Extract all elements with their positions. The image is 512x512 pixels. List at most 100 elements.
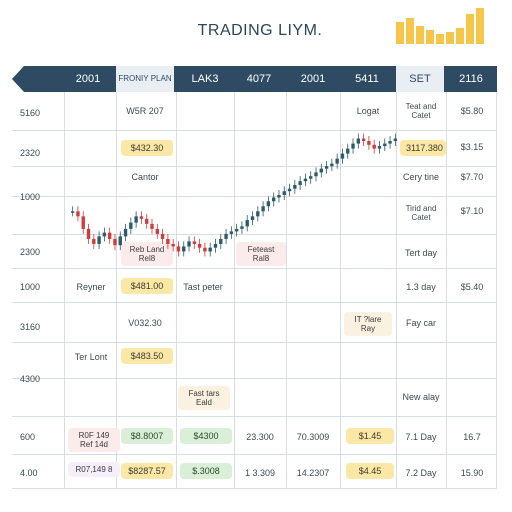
candle-body (139, 216, 144, 219)
tag-badge[interactable]: R07,149 8 (68, 462, 120, 477)
table-cell: 14.2307 (296, 468, 330, 478)
table-cell: Cantor (131, 172, 159, 182)
header-col-3[interactable]: LAK3 (191, 73, 219, 85)
price-badge[interactable]: $4300 (180, 428, 232, 444)
tag-badge[interactable]: Fast tars Eald (178, 386, 230, 410)
candle-body (324, 166, 329, 169)
candle-body (229, 231, 234, 234)
table-cell: $7.10 (460, 206, 484, 216)
candle-body (266, 201, 271, 207)
table-cell: Reyner (76, 282, 106, 292)
candle-body (250, 216, 255, 221)
candle-body (282, 191, 286, 195)
candle-body (346, 148, 350, 154)
tag-badge[interactable]: Reb Land Rel8 (121, 242, 173, 266)
candle-body (81, 216, 85, 229)
row-label: 1000 (20, 192, 41, 202)
tag-badge[interactable]: Feteast Ral8 (236, 242, 286, 266)
candle-body (171, 243, 175, 247)
candle-body (356, 138, 361, 144)
candle-body (309, 176, 313, 179)
tag-badge[interactable]: R0F 149 Ref 14d (68, 428, 120, 452)
candle-body (224, 233, 228, 239)
candle-body (102, 232, 107, 237)
table-cell: 16.7 (463, 432, 481, 442)
header-col-6[interactable]: 5411 (355, 73, 379, 85)
candle-body (240, 226, 244, 229)
candle-body (113, 238, 117, 246)
table-cell: New alay (402, 392, 440, 402)
candle-body (234, 228, 239, 232)
table-cell: 1 3.309 (244, 468, 276, 478)
row-label: 5160 (20, 108, 41, 118)
table-cell: V032.30 (128, 318, 162, 328)
row-label: 2320 (20, 148, 41, 158)
candle-body (197, 243, 202, 248)
candle-body (277, 195, 281, 198)
candlestick-chart (70, 133, 398, 257)
candle-body (261, 206, 265, 212)
table-cell: Tert day (404, 248, 437, 258)
candle-body (393, 138, 398, 142)
candle-body (187, 241, 191, 247)
row-label: 4300 (20, 374, 41, 384)
table-cell: Cery tine (402, 172, 439, 182)
table-cell: 23.300 (246, 432, 274, 442)
table-cell: $5.80 (460, 106, 484, 116)
header-col-8[interactable]: 2116 (459, 73, 483, 85)
candle-body (155, 228, 159, 234)
candle-body (377, 146, 382, 149)
header-col-1[interactable]: 2001 (75, 73, 101, 85)
candle-body (182, 246, 186, 252)
header-col-2[interactable]: FRONIY PLAN (116, 66, 174, 92)
table-cell: Fay car (405, 318, 436, 328)
candle-body (86, 228, 91, 239)
table-cell: W5R 207 (126, 106, 164, 116)
candle-body (92, 238, 96, 244)
table-cell: Tast peter (183, 282, 223, 292)
price-badge[interactable]: $4.45 (346, 463, 394, 479)
table-cell: $5.40 (460, 282, 484, 292)
table-cell: 7.2 Day (405, 468, 437, 478)
price-badge[interactable]: $483.50 (121, 348, 173, 364)
candle-body (219, 238, 223, 244)
row-label: 1000 (20, 282, 41, 292)
candle-body (340, 153, 345, 159)
table-cell: $7.70 (460, 172, 484, 182)
candle-body (319, 168, 323, 173)
price-badge[interactable]: $8287.57 (121, 463, 173, 479)
header-col-4[interactable]: 4077 (246, 73, 272, 85)
price-badge[interactable]: $1.45 (346, 428, 394, 444)
tag-badge[interactable]: IT ?lare Ray (344, 312, 392, 336)
price-badge[interactable]: 3117.380 (400, 140, 446, 156)
price-badge[interactable]: $8.8007 (121, 428, 173, 444)
price-badge[interactable]: $.3008 (180, 463, 232, 479)
candle-body (145, 218, 149, 224)
table-cell: 15.90 (460, 468, 484, 478)
candle-body (314, 172, 318, 177)
table-cell: Ter Lont (74, 352, 108, 362)
candle-body (208, 247, 212, 252)
candle-body (351, 143, 355, 149)
candle-body (176, 246, 181, 252)
candle-body (293, 184, 297, 189)
candle-body (160, 233, 165, 239)
candle-body (70, 211, 75, 213)
candle-body (383, 143, 387, 147)
candle-body (166, 238, 170, 244)
price-badge[interactable]: $432.30 (121, 140, 173, 156)
candle-body (245, 220, 249, 227)
candle-body (298, 181, 302, 185)
header-col-5[interactable]: 2001 (300, 73, 326, 85)
table-cell: Tirid and Catet (405, 204, 437, 222)
price-badge[interactable]: $481.00 (121, 278, 173, 294)
table-cell: $3.15 (460, 142, 484, 152)
table-cell: 70.3009 (296, 432, 330, 442)
candle-body (271, 197, 276, 202)
candle-body (361, 138, 366, 142)
header-col-7[interactable]: SET (396, 66, 444, 92)
candle-body (335, 158, 339, 164)
table-cell: Logat (356, 106, 380, 116)
candle-body (118, 236, 122, 246)
brand-logo-icon (396, 8, 484, 44)
